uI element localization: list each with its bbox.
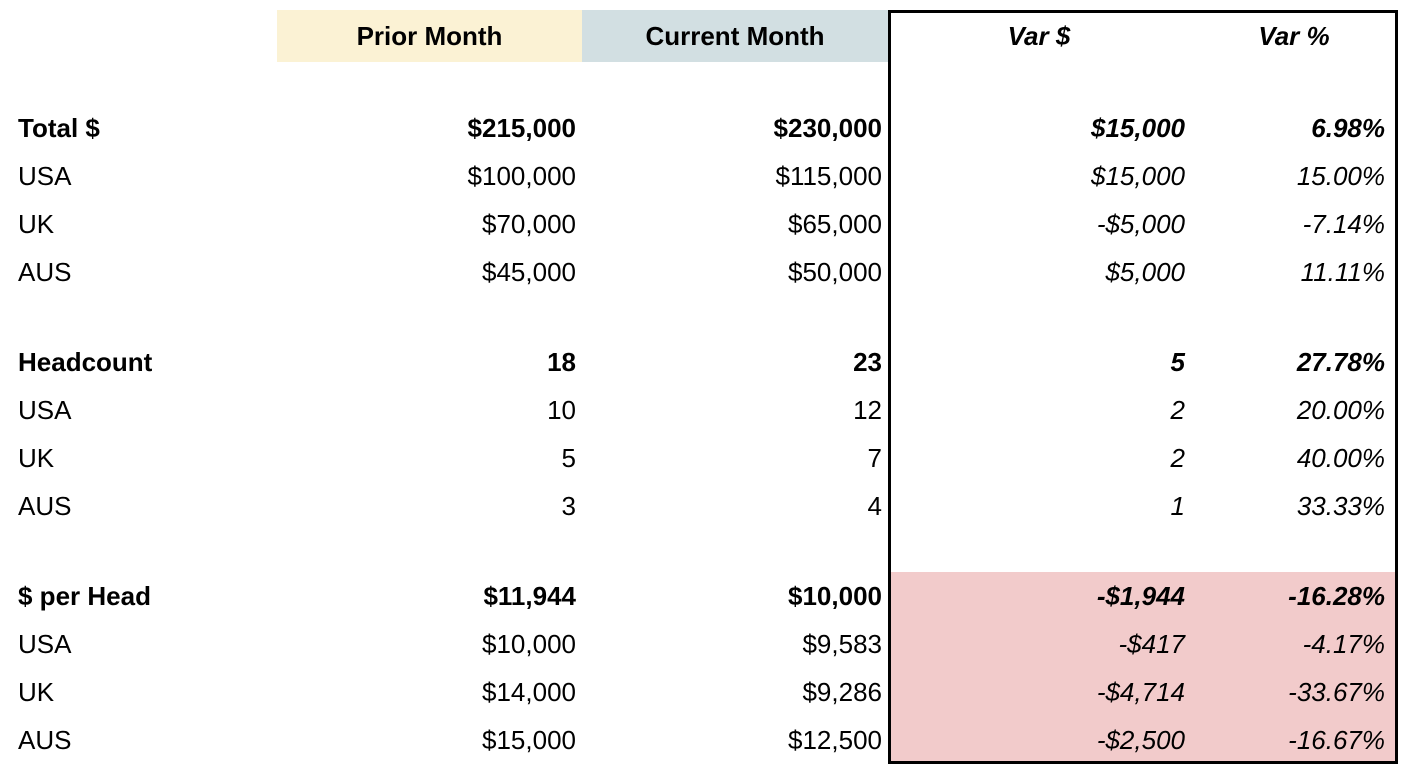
current-value: 12: [853, 394, 882, 425]
var-dollar-value: $15,000: [1091, 160, 1185, 191]
row-label: AUS: [18, 256, 72, 287]
row-label: USA: [18, 394, 72, 425]
row-label: UK: [18, 676, 55, 707]
var-dollar-value: -$5,000: [1096, 208, 1185, 239]
row-label: AUS: [18, 490, 72, 521]
row-label: Headcount: [18, 346, 153, 377]
var-pct-value: 33.33%: [1296, 490, 1385, 521]
var-pct-value: -33.67%: [1288, 676, 1385, 707]
table-row-uk: UK $14,000 $9,286 -$4,714 -33.67%: [0, 668, 1414, 716]
current-value: $12,500: [788, 724, 882, 755]
spacer-row: [0, 530, 1414, 572]
row-label: $ per Head: [18, 580, 151, 611]
row-label: AUS: [18, 724, 72, 755]
spacer-row: [0, 296, 1414, 338]
prior-value: $10,000: [482, 628, 576, 659]
var-dollar-value: -$417: [1118, 628, 1186, 659]
var-pct-value: 11.11%: [1300, 256, 1385, 287]
prior-value: 3: [561, 490, 576, 521]
table-row-aus: AUS 3 4 1 33.33%: [0, 482, 1414, 530]
current-value: 4: [867, 490, 882, 521]
table-row-dollars-per-head: $ per Head $11,944 $10,000 -$1,944 -16.2…: [0, 572, 1414, 620]
row-label: USA: [18, 160, 72, 191]
negative-variance-highlight: [888, 572, 1398, 764]
var-pct-value: -16.28%: [1288, 580, 1385, 611]
table-row-usa: USA $10,000 $9,583 -$417 -4.17%: [0, 620, 1414, 668]
row-label: UK: [18, 442, 55, 473]
spacer-row: [0, 62, 1414, 104]
var-pct-value: 6.98%: [1311, 112, 1385, 143]
var-dollar-value: 1: [1170, 490, 1185, 521]
table-header-row: Prior Month Current Month Var $ Var %: [0, 10, 1414, 62]
var-dollar-value: -$2,500: [1096, 724, 1185, 755]
table-row-total-dollars: Total $ $215,000 $230,000 $15,000 6.98%: [0, 104, 1414, 152]
column-header-prior-month: Prior Month: [356, 20, 503, 51]
current-value: $230,000: [773, 112, 882, 143]
var-dollar-value: 5: [1170, 346, 1185, 377]
var-pct-value: 27.78%: [1296, 346, 1385, 377]
column-header-var-pct: Var %: [1258, 20, 1330, 51]
var-pct-value: -4.17%: [1302, 628, 1385, 659]
table-row-aus: AUS $15,000 $12,500 -$2,500 -16.67%: [0, 716, 1414, 764]
table-row-usa: USA $100,000 $115,000 $15,000 15.00%: [0, 152, 1414, 200]
table-row-uk: UK $70,000 $65,000 -$5,000 -7.14%: [0, 200, 1414, 248]
current-value: 23: [853, 346, 882, 377]
column-header-var-dollar: Var $: [1007, 20, 1071, 51]
current-value: $9,583: [802, 628, 882, 659]
var-dollar-value: -$1,944: [1096, 580, 1185, 611]
var-pct-value: 40.00%: [1296, 442, 1385, 473]
prior-value: $14,000: [482, 676, 576, 707]
var-dollar-value: -$4,714: [1096, 676, 1185, 707]
row-label: UK: [18, 208, 55, 239]
table-row-uk: UK 5 7 2 40.00%: [0, 434, 1414, 482]
table-row-usa: USA 10 12 2 20.00%: [0, 386, 1414, 434]
current-value: $9,286: [802, 676, 882, 707]
prior-value: $215,000: [467, 112, 576, 143]
var-pct-value: 15.00%: [1296, 160, 1385, 191]
current-value: $50,000: [788, 256, 882, 287]
row-label: USA: [18, 628, 72, 659]
var-pct-value: -16.67%: [1288, 724, 1385, 755]
table-row-aus: AUS $45,000 $50,000 $5,000 11.11%: [0, 248, 1414, 296]
var-dollar-value: 2: [1170, 394, 1185, 425]
var-dollar-value: 2: [1170, 442, 1185, 473]
var-pct-value: -7.14%: [1302, 208, 1385, 239]
prior-value: 5: [561, 442, 576, 473]
current-value: $65,000: [788, 208, 882, 239]
current-value: $115,000: [775, 160, 882, 191]
current-month-header-highlight: [582, 10, 888, 62]
column-header-current-month: Current Month: [645, 20, 825, 51]
prior-value: $100,000: [467, 160, 576, 191]
table-grid: Prior Month Current Month Var $ Var % To…: [0, 10, 1414, 764]
row-label: Total $: [18, 112, 100, 143]
prior-value: 10: [547, 394, 576, 425]
var-pct-value: 20.00%: [1296, 394, 1385, 425]
prior-month-header-highlight: [277, 10, 582, 62]
var-dollar-value: $5,000: [1105, 256, 1185, 287]
var-dollar-value: $15,000: [1091, 112, 1185, 143]
prior-value: $15,000: [482, 724, 576, 755]
prior-value: $45,000: [482, 256, 576, 287]
current-value: 7: [867, 442, 882, 473]
table-row-headcount: Headcount 18 23 5 27.78%: [0, 338, 1414, 386]
prior-value: $11,944: [483, 580, 576, 611]
current-value: $10,000: [788, 580, 882, 611]
prior-value: $70,000: [482, 208, 576, 239]
prior-value: 18: [547, 346, 576, 377]
